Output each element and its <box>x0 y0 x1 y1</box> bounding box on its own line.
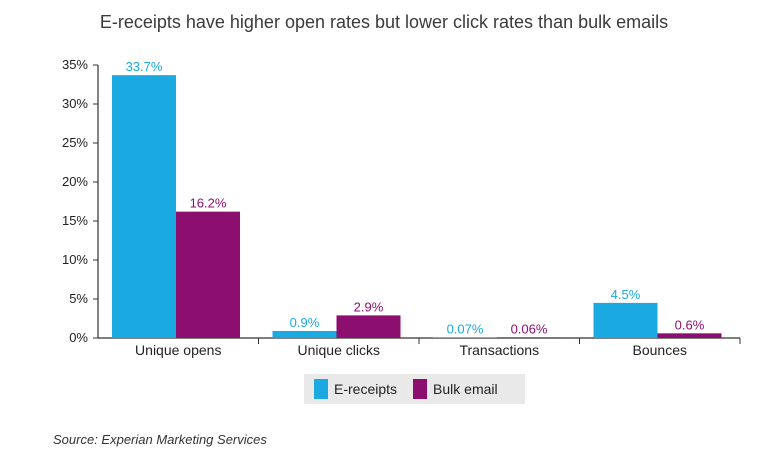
data-label: 0.9% <box>290 315 320 330</box>
y-tick-label: 20% <box>62 174 88 189</box>
legend-swatch-bulk-email <box>413 379 428 399</box>
data-label: 16.2% <box>190 196 227 211</box>
data-label: 4.5% <box>611 287 641 302</box>
y-tick-label: 25% <box>62 135 88 150</box>
bar <box>176 211 240 338</box>
data-label: 0.6% <box>675 317 705 332</box>
legend-label-e-receipts: E-receipts <box>334 381 398 397</box>
x-tick-label: Bounces <box>633 342 687 358</box>
source-note: Source: Experian Marketing Services <box>53 432 267 447</box>
legend-item-bulk-email: Bulk email <box>413 379 498 399</box>
y-tick-label: 10% <box>62 252 88 267</box>
bar <box>272 330 337 338</box>
bar <box>336 315 401 338</box>
legend-swatch-e-receipts <box>314 379 328 399</box>
bar <box>112 75 176 338</box>
y-tick-label: 0% <box>69 330 88 345</box>
bar <box>433 337 497 338</box>
legend-label-bulk-email: Bulk email <box>433 381 498 397</box>
data-label: 33.7% <box>126 59 163 74</box>
x-tick-label: Transactions <box>459 342 539 358</box>
legend: E-receipts Bulk email <box>304 374 525 404</box>
legend-item-e-receipts: E-receipts <box>314 379 397 399</box>
y-tick-label: 5% <box>69 291 88 306</box>
x-tick-label: Unique clicks <box>298 342 380 358</box>
bar <box>657 333 722 338</box>
data-label: 0.06% <box>511 321 548 336</box>
chart-title: E-receipts have higher open rates but lo… <box>99 12 669 32</box>
data-label: 2.9% <box>354 299 384 314</box>
bar <box>497 337 561 338</box>
x-tick-label: Unique opens <box>135 342 221 358</box>
y-tick-label: 15% <box>62 213 88 228</box>
bar <box>593 302 658 338</box>
y-tick-label: 30% <box>62 96 88 111</box>
y-tick-label: 35% <box>62 57 88 72</box>
data-label: 0.07% <box>447 321 484 336</box>
